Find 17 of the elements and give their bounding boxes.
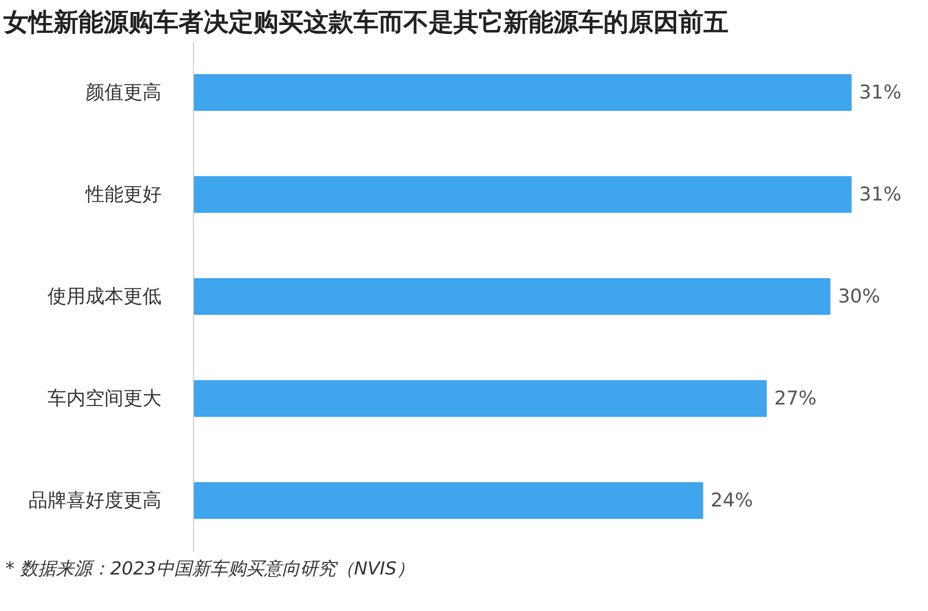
bar — [194, 74, 852, 111]
data-label: 31% — [859, 184, 902, 206]
data-label: 27% — [774, 388, 817, 410]
y-tick-label: 颜值更高 — [86, 82, 162, 104]
text: * 数据来源：2023中国新车购买意向研究（NVIS） — [6, 558, 415, 580]
bar — [194, 482, 704, 519]
y-tick-label: 性能更好 — [84, 184, 162, 206]
data-label: 24% — [710, 490, 753, 512]
bar — [194, 380, 767, 417]
bar — [194, 176, 852, 213]
chart-title: 女性新能源购车者决定购买这款车而不是其它新能源车的原因前五 — [2, 8, 728, 36]
y-tick-label: 车内空间更大 — [48, 388, 162, 410]
data-label: 30% — [838, 286, 880, 308]
data-label: 31% — [859, 82, 902, 104]
y-tick-label: 使用成本更低 — [48, 286, 162, 308]
bar — [194, 278, 830, 315]
y-tick-label: 品牌喜好度更高 — [28, 490, 162, 512]
